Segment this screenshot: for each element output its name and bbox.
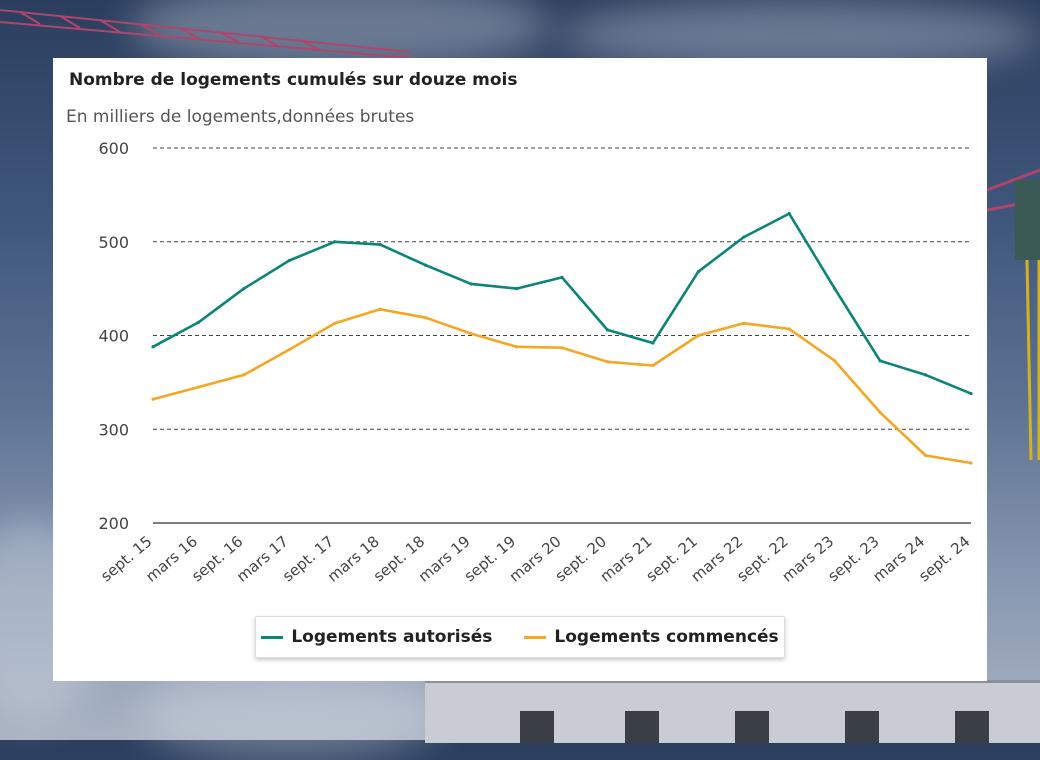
data-point-autorises	[787, 212, 791, 216]
legend-item-autorises[interactable]: Logements autorisés	[261, 627, 492, 647]
chart-title: Nombre de logements cumulés sur douze mo…	[69, 70, 518, 90]
data-point-commences	[242, 373, 246, 377]
data-point-autorises	[469, 282, 473, 286]
data-point-autorises	[196, 320, 201, 324]
data-point-commences	[151, 397, 155, 401]
series-line-commences	[151, 308, 973, 465]
data-point-autorises	[605, 328, 610, 332]
data-point-commences	[742, 321, 746, 325]
chart-subtitle: En milliers de logements,données brutes	[66, 107, 415, 127]
data-point-autorises	[378, 242, 382, 247]
building-window	[955, 711, 989, 743]
legend-label-commences: Logements commencés	[554, 627, 779, 647]
data-point-commences	[469, 332, 473, 336]
building-graphic	[425, 680, 1040, 743]
data-point-commences	[196, 385, 201, 389]
data-point-autorises	[969, 392, 973, 396]
data-point-autorises	[151, 345, 155, 349]
data-point-commences	[833, 359, 837, 363]
data-point-commences	[878, 410, 882, 414]
crane-left-graphic	[0, 9, 411, 59]
legend-item-commences[interactable]: Logements commencés	[524, 627, 779, 647]
data-point-commences	[696, 333, 700, 338]
data-point-autorises	[742, 235, 746, 239]
background-cloud	[140, 670, 440, 760]
data-point-commences	[651, 363, 655, 368]
legend-swatch-autorises	[261, 635, 284, 639]
data-point-autorises	[242, 287, 246, 291]
y-tick-label: 300	[98, 420, 129, 439]
data-point-commences	[923, 453, 928, 458]
data-point-commences	[787, 327, 791, 331]
data-point-autorises	[514, 287, 519, 291]
chart-panel: Nombre de logements cumulés sur douze mo…	[53, 58, 987, 681]
x-tick-label: sept. 24	[915, 532, 973, 585]
data-point-autorises	[878, 359, 882, 363]
data-point-autorises	[424, 263, 428, 267]
data-point-commences	[560, 346, 564, 350]
data-point-commences	[514, 345, 519, 349]
crane-right-graphic	[987, 168, 1040, 460]
data-point-autorises	[333, 240, 337, 244]
data-point-commences	[287, 347, 291, 352]
data-point-autorises	[560, 275, 564, 279]
data-point-commences	[378, 307, 382, 311]
data-point-commences	[969, 461, 973, 465]
data-point-commences	[333, 321, 337, 325]
legend-swatch-commences	[524, 635, 547, 639]
building-window	[735, 711, 769, 743]
y-tick-label: 500	[98, 233, 129, 252]
legend-label-autorises: Logements autorisés	[291, 627, 493, 647]
building-window	[625, 711, 659, 743]
series-line-autorises	[151, 212, 973, 395]
data-point-autorises	[696, 270, 700, 274]
y-tick-label: 200	[98, 514, 129, 533]
y-tick-label: 400	[98, 327, 129, 346]
data-point-autorises	[923, 373, 928, 377]
data-point-commences	[424, 316, 428, 320]
data-point-commences	[605, 360, 610, 364]
building-window	[520, 711, 554, 743]
chart-legend: Logements autorisés Logements commencés	[255, 616, 785, 658]
y-tick-label: 600	[98, 139, 129, 158]
data-point-autorises	[833, 287, 837, 291]
data-point-autorises	[651, 341, 655, 345]
data-point-autorises	[287, 258, 291, 263]
building-window	[845, 711, 879, 743]
